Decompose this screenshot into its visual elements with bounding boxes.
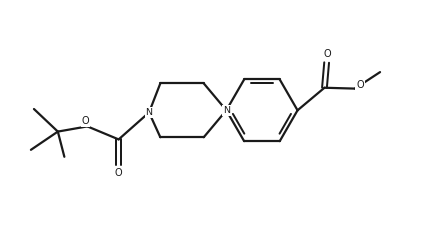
Text: O: O (115, 168, 123, 178)
Text: N: N (223, 106, 230, 115)
Text: O: O (356, 80, 364, 90)
Text: O: O (81, 116, 89, 126)
Text: N: N (145, 108, 153, 117)
Text: O: O (324, 49, 331, 59)
